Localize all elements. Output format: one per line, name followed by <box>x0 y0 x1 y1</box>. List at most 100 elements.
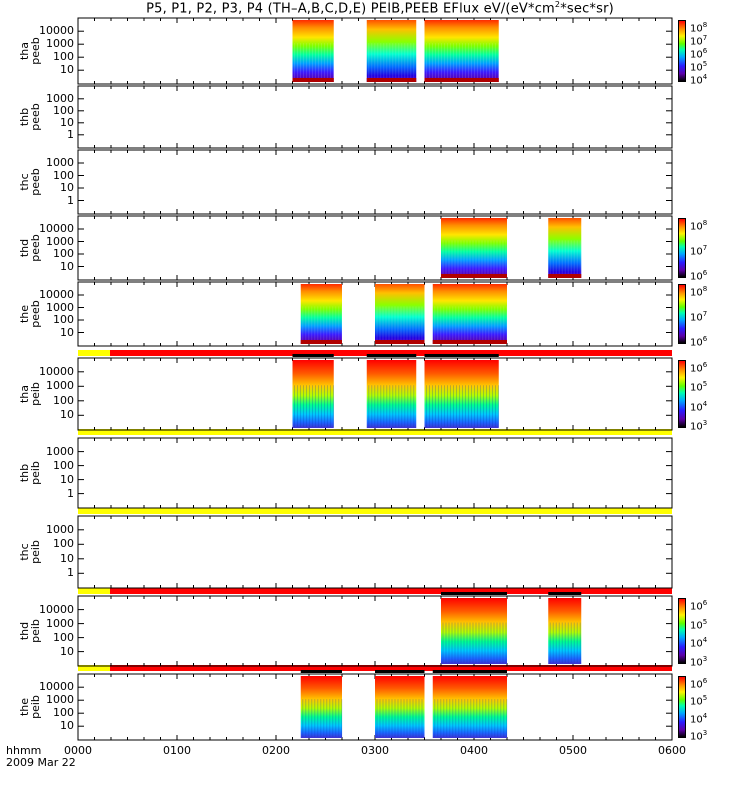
y-axis-label-product: peib <box>29 695 42 719</box>
y-tick-label: 1000 <box>46 234 74 248</box>
low-energy-band <box>441 274 507 278</box>
y-axis-label-product: peeb <box>29 103 42 131</box>
spectrogram-block <box>441 598 507 664</box>
colorbar-tick-label: 105 <box>690 380 708 394</box>
y-tick-label: 10 <box>60 259 74 273</box>
colorbar-tick-label: 106 <box>690 335 708 349</box>
quality-flag-strip-red <box>110 665 672 671</box>
x-tick-label: 0500 <box>559 744 587 757</box>
spectrogram-block <box>424 20 499 82</box>
y-tick-label: 10 <box>60 644 74 658</box>
y-tick-label: 1 <box>67 566 74 580</box>
y-tick-label: 10 <box>60 408 74 422</box>
y-axis-label: tha peeb <box>18 31 42 71</box>
low-energy-band <box>432 340 507 344</box>
quality-flag-strip-yellow <box>78 508 672 514</box>
y-tick-label: 10 <box>60 551 74 565</box>
y-tick-label: 1000 <box>46 37 74 51</box>
y-tick-label: 10 <box>60 719 74 733</box>
y-tick-label: 10 <box>60 63 74 77</box>
y-tick-label: 10 <box>60 115 74 129</box>
colorbar <box>678 676 686 738</box>
quality-flag-strip-red <box>110 350 672 356</box>
y-tick-label: 100 <box>53 168 74 182</box>
spectrogram-block <box>300 676 342 738</box>
colorbar <box>678 284 686 344</box>
x-tick-label: 0000 <box>64 744 92 757</box>
quality-flag-strip-yellow <box>78 429 672 435</box>
x-tick-label: 0200 <box>262 744 290 757</box>
x-tick-label: 0100 <box>163 744 191 757</box>
colorbar-tick-label: 107 <box>690 34 708 48</box>
y-axis-label: thd peib <box>18 611 42 651</box>
panel-frame <box>77 515 673 589</box>
low-energy-band <box>548 274 582 278</box>
y-tick-label: 10 <box>60 325 74 339</box>
quality-flag-strip-yellow <box>78 665 110 671</box>
y-tick-label: 10 <box>60 472 74 486</box>
y-tick-label: 10000 <box>39 680 74 694</box>
spectrogram-block <box>424 360 499 428</box>
colorbar-tick-label: 104 <box>690 636 708 650</box>
y-tick-label: 1000 <box>46 300 74 314</box>
spectrogram-block <box>441 218 507 278</box>
spectrogram-block <box>548 218 582 278</box>
x-tick-label: 0400 <box>460 744 488 757</box>
colorbar <box>678 218 686 278</box>
colorbar-tick-label: 106 <box>690 599 708 613</box>
spectrogram-block <box>292 20 334 82</box>
spectrogram-block <box>548 598 582 664</box>
y-tick-label: 1000 <box>46 156 74 169</box>
interval-marker <box>292 354 334 357</box>
y-tick-label: 100 <box>53 50 74 64</box>
title-text: P5, P1, P2, P3, P4 (TH–A,B,C,D,E) PEIB,P… <box>146 1 555 17</box>
spectrogram-block <box>432 676 507 738</box>
colorbar-tick-label: 106 <box>690 361 708 375</box>
y-tick-label: 1000 <box>46 444 74 458</box>
colorbar <box>678 598 686 664</box>
colorbar-tick-label: 106 <box>690 269 708 283</box>
y-axis-label-product: peeb <box>29 300 42 328</box>
x-axis-label: hhmm <box>6 744 42 757</box>
y-axis-label: thb peib <box>18 453 42 493</box>
y-axis-label: thb peeb <box>18 97 42 137</box>
low-energy-band <box>300 340 342 344</box>
y-axis-label: the peeb <box>18 294 42 334</box>
y-axis-label-product: peib <box>29 540 42 564</box>
x-tick-label: 0600 <box>658 744 686 757</box>
colorbar-tick-label: 106 <box>690 677 708 691</box>
interval-marker <box>300 670 342 673</box>
panel-frame <box>77 149 673 215</box>
colorbar-tick-label: 107 <box>690 310 708 324</box>
colorbar-tick-label: 106 <box>690 47 708 61</box>
y-tick-label: 1000 <box>46 379 74 393</box>
quality-flag-strip-yellow <box>78 588 110 594</box>
colorbar-tick-label: 104 <box>690 73 708 87</box>
y-axis-label: tha peib <box>18 374 42 414</box>
panel-frame <box>77 85 673 149</box>
colorbar-tick-label: 108 <box>690 285 708 299</box>
y-axis-label: the peib <box>18 687 42 727</box>
y-axis-label-product: peeb <box>29 234 42 262</box>
panel-frame <box>77 437 673 509</box>
colorbar-tick-label: 103 <box>690 419 708 433</box>
colorbar <box>678 20 686 82</box>
interval-marker <box>441 592 507 595</box>
y-tick-label: 100 <box>53 537 74 551</box>
y-tick-label: 10000 <box>39 288 74 301</box>
x-tick-label: 0300 <box>361 744 389 757</box>
y-tick-label: 10000 <box>39 24 74 38</box>
y-tick-label: 100 <box>53 706 74 720</box>
spectrogram-block <box>366 20 417 82</box>
panel-frame <box>77 595 673 667</box>
quality-flag-strip-red <box>110 588 672 594</box>
interval-marker <box>424 354 499 357</box>
spectrogram-block <box>375 676 425 738</box>
spectrogram-block <box>300 284 342 344</box>
spectrogram-block <box>292 360 334 428</box>
y-axis-label-product: peeb <box>29 168 42 196</box>
title-suffix: *sec*sr) <box>560 1 614 17</box>
y-axis-label: thd peeb <box>18 228 42 268</box>
low-energy-band <box>375 340 425 344</box>
